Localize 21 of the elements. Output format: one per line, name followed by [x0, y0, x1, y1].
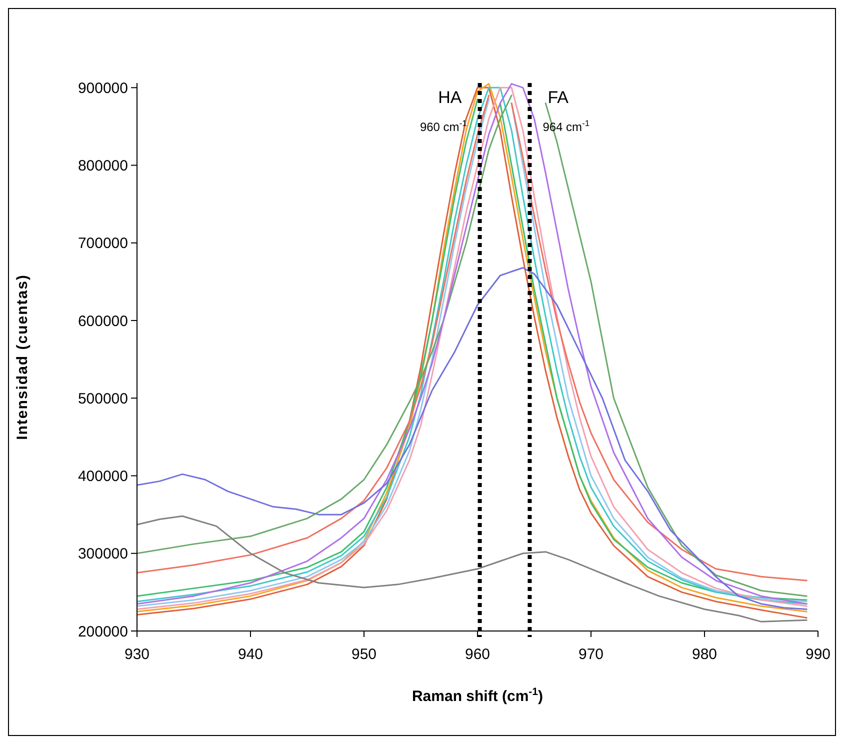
ref-line-label: HA	[438, 88, 462, 107]
x-tick-label: 990	[805, 646, 831, 663]
x-axis-title: Raman shift (cm$^{-1}$)	[412, 686, 544, 705]
y-axis-title: Intensidad (cuentas)	[14, 274, 31, 440]
y-tick-label: 300000	[78, 546, 128, 563]
x-tick-label: 950	[351, 646, 377, 663]
y-tick-label: 700000	[78, 235, 128, 252]
x-tick-label: 980	[692, 646, 718, 663]
x-tick-label: 940	[238, 646, 264, 663]
ref-line-label: FA	[548, 88, 570, 107]
y-tick-label: 600000	[78, 312, 128, 330]
y-tick-label: 900000	[78, 80, 128, 97]
y-tick-label: 800000	[78, 158, 128, 175]
y-tick-label: 400000	[78, 468, 128, 486]
line-series	[137, 515, 808, 622]
line-series	[137, 266, 808, 610]
x-tick-label: 930	[124, 646, 150, 663]
x-tick-label: 960	[464, 646, 490, 663]
y-tick-label: 500000	[78, 390, 128, 408]
y-tick-label: 200000	[78, 623, 128, 640]
x-tick-label: 970	[578, 646, 604, 663]
